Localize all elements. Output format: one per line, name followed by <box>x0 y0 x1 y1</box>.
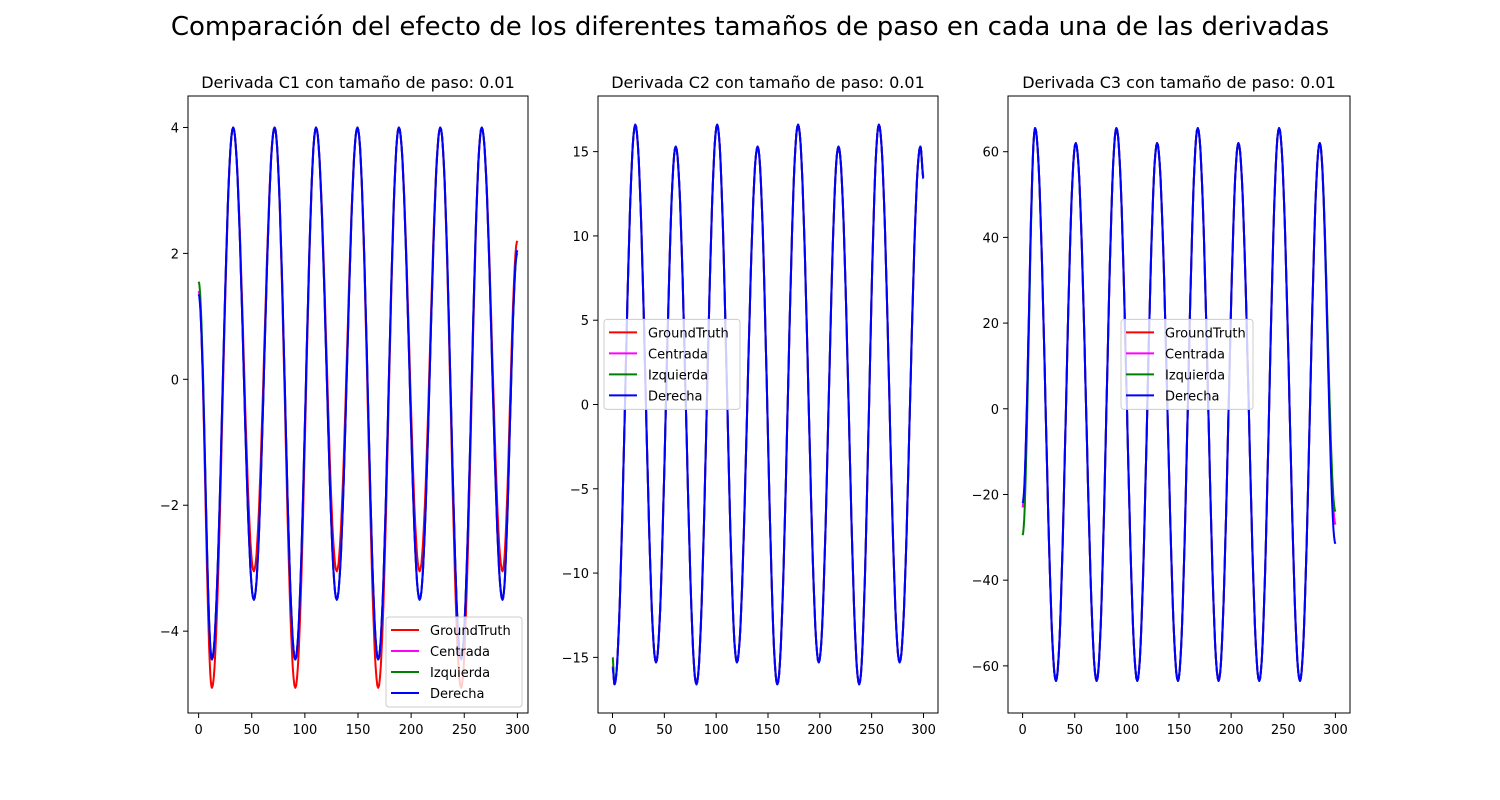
x-tick-label: 150 <box>1167 723 1192 738</box>
figure-title: Comparación del efecto de los diferentes… <box>170 12 1330 42</box>
y-tick-label: 15 <box>572 146 589 161</box>
legend-label: Izquierda <box>648 368 708 383</box>
x-tick-label: 0 <box>1018 723 1026 738</box>
x-tick-label: 300 <box>1323 723 1348 738</box>
subplot-title: Derivada C2 con tamaño de paso: 0.01 <box>611 73 925 92</box>
legend-label: Centrada <box>430 645 490 660</box>
legend-label: Derecha <box>1165 389 1219 404</box>
x-tick-label: 150 <box>346 723 371 738</box>
subplot-title: Derivada C1 con tamaño de paso: 0.01 <box>201 73 515 92</box>
y-tick-label: −40 <box>972 574 999 589</box>
legend-label: GroundTruth <box>648 326 729 341</box>
y-tick-label: 60 <box>982 146 999 161</box>
legend: GroundTruth Centrada Izquierda Derecha <box>1120 318 1254 410</box>
series-line-derecha <box>611 123 925 686</box>
x-tick-label: 50 <box>1066 723 1083 738</box>
x-tick-label: 100 <box>292 723 317 738</box>
y-tick-label: 0 <box>171 373 179 388</box>
x-tick-label: 300 <box>505 723 530 738</box>
x-tick-label: 0 <box>194 723 202 738</box>
x-tick-label: 150 <box>756 723 781 738</box>
legend-label: Derecha <box>648 389 702 404</box>
legend-label: GroundTruth <box>1165 326 1246 341</box>
x-tick-label: 50 <box>243 723 260 738</box>
y-tick-label: −10 <box>562 567 589 582</box>
x-tick-label: 250 <box>859 723 884 738</box>
y-tick-label: −4 <box>160 625 179 640</box>
y-tick-label: 10 <box>572 230 589 245</box>
x-tick-label: 50 <box>656 723 673 738</box>
y-tick-label: 40 <box>982 231 999 246</box>
legend-label: Centrada <box>648 347 708 362</box>
series-line-centrada <box>197 126 519 661</box>
y-tick-label: −15 <box>562 651 589 666</box>
series-line-groundtruth <box>197 126 519 689</box>
legend-label: GroundTruth <box>430 624 511 639</box>
legend-label: Centrada <box>1165 347 1225 362</box>
y-tick-label: 0 <box>991 403 999 418</box>
series-line-derecha <box>1021 127 1337 682</box>
series-line-derecha <box>197 126 519 661</box>
subplot-c3: Derivada C3 con tamaño de paso: 0.01 0 50 1… <box>972 73 1351 738</box>
x-tick-label: 100 <box>704 723 729 738</box>
y-tick-label: −60 <box>972 660 999 675</box>
y-tick-label: 0 <box>581 399 589 414</box>
subplot-title: Derivada C3 con tamaño de paso: 0.01 <box>1022 73 1336 92</box>
y-tick-label: −20 <box>972 488 999 503</box>
x-tick-label: 0 <box>608 723 616 738</box>
legend-label: Derecha <box>430 687 484 702</box>
x-tick-label: 200 <box>399 723 424 738</box>
x-tick-label: 300 <box>911 723 936 738</box>
subplot-c2: Derivada C2 con tamaño de paso: 0.010 50 1… <box>562 73 939 738</box>
x-tick-label: 200 <box>807 723 832 738</box>
x-tick-label: 250 <box>1271 723 1296 738</box>
y-tick-label: −2 <box>160 499 179 514</box>
legend: GroundTruth Centrada Izquierda Derecha <box>603 318 741 410</box>
subplot-c1: Derivada C1 con tamaño de paso: 0.01 0 50 1… <box>160 73 530 738</box>
legend-label: Izquierda <box>430 666 490 681</box>
series-line-izquierda <box>197 126 519 661</box>
legend-label: Izquierda <box>1165 368 1225 383</box>
y-tick-label: −5 <box>570 483 589 498</box>
y-tick-label: 20 <box>982 317 999 332</box>
y-tick-label: 2 <box>171 247 179 262</box>
x-tick-label: 100 <box>1114 723 1139 738</box>
y-tick-label: 4 <box>171 121 179 136</box>
x-tick-label: 250 <box>452 723 477 738</box>
legend: GroundTruth Centrada Izquierda Derecha <box>385 616 523 708</box>
y-tick-label: 5 <box>581 314 589 329</box>
x-tick-label: 200 <box>1219 723 1244 738</box>
